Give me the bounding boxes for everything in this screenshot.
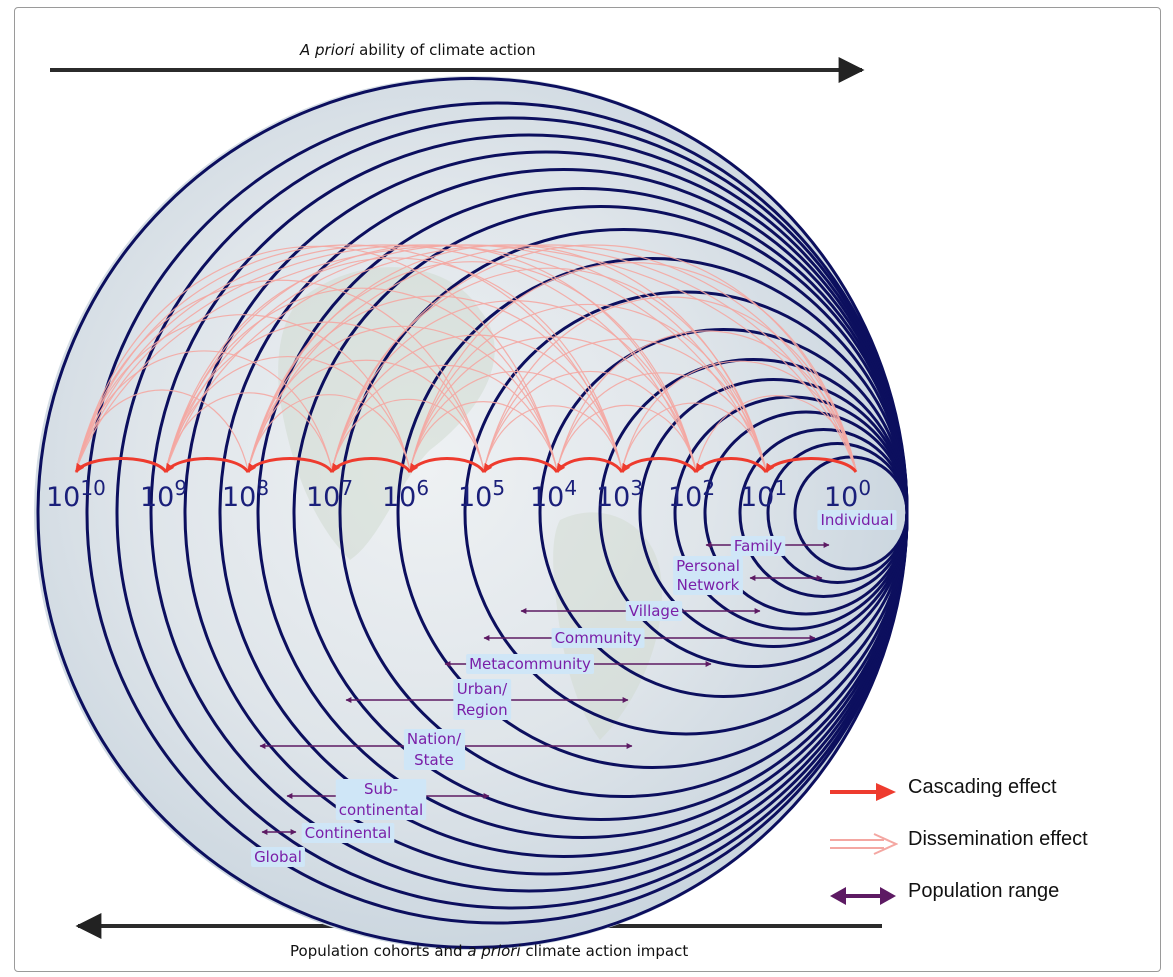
dissemination-arc <box>483 371 697 471</box>
scale-label: 107 <box>306 476 353 513</box>
cascading-arc <box>764 457 858 474</box>
cascading-arc <box>555 457 624 473</box>
svg-text:Village: Village <box>629 602 679 620</box>
dissemination-arc <box>621 402 767 471</box>
population-arrow-icon <box>830 887 896 905</box>
dissemination-arc <box>165 355 411 471</box>
svg-text:Metacommunity: Metacommunity <box>469 655 591 673</box>
svg-text:Community: Community <box>555 629 642 647</box>
dissemination-arc <box>247 295 623 471</box>
scale-label: 103 <box>596 476 643 513</box>
legend-cascading: Cascading effect <box>828 776 1158 828</box>
dissemination-arc <box>247 244 857 471</box>
dissemination-arc <box>483 338 767 471</box>
cascading-arc <box>694 457 768 473</box>
cascading-arc <box>482 457 559 473</box>
cohort-label: Sub-continental <box>335 779 427 820</box>
scale-label: 104 <box>530 476 577 513</box>
svg-text:Family: Family <box>734 537 782 555</box>
cascading-arc <box>408 457 486 473</box>
dissemination-arc <box>75 279 485 471</box>
dissemination-arc <box>75 244 623 471</box>
cascading-arc <box>620 457 698 473</box>
dissemination-arc <box>247 325 558 471</box>
dissemination-arc <box>556 330 857 471</box>
dissemination-arc <box>621 360 857 471</box>
legend-cascading-label: Cascading effect <box>908 776 1057 798</box>
dissemination-arc <box>247 394 411 471</box>
bottom-arrow-title: Population cohorts and a priori climate … <box>290 942 689 960</box>
svg-text:Continental: Continental <box>305 824 392 842</box>
cascading-arcs <box>74 457 858 474</box>
dissemination-arcs <box>75 244 857 471</box>
dissemination-arc <box>409 262 857 471</box>
dissemination-arc <box>331 398 485 471</box>
population-ranges: Individual Family Personal Network Village Co… <box>251 510 897 867</box>
continent-shading-2 <box>553 512 662 740</box>
cohort-label: Nation/State <box>403 729 466 770</box>
dissemination-arc <box>695 395 857 471</box>
figure-frame <box>14 7 1161 972</box>
dissemination-arc <box>165 257 623 471</box>
cascading-arc <box>164 457 250 473</box>
cascading-arc <box>330 457 412 473</box>
cohort-label: Urban/Region <box>453 679 512 720</box>
dissemination-arc <box>331 267 767 471</box>
cohort-label: Global <box>251 847 305 867</box>
cascading-arc <box>74 457 168 474</box>
dissemination-arc <box>75 314 411 471</box>
dissemination-arc <box>247 261 697 471</box>
top-arrow-title: A priori ability of climate action <box>300 41 536 59</box>
scale-label: 100 <box>824 476 871 513</box>
dissemination-arc <box>331 300 697 471</box>
cohort-label: Community <box>551 628 645 648</box>
legend-dissemination-label: Dissemination effect <box>908 828 1088 850</box>
dissemination-arc <box>409 336 697 471</box>
dissemination-arc <box>409 371 623 471</box>
dissemination-arc <box>331 244 857 471</box>
dissemination-arc <box>165 244 697 471</box>
cohort-label: Individual <box>817 510 897 530</box>
scale-label: 109 <box>140 476 187 513</box>
dissemination-arc <box>331 364 558 471</box>
cohort-circles <box>36 77 909 949</box>
svg-text:Individual: Individual <box>820 511 893 529</box>
dissemination-arc <box>556 372 767 471</box>
dissemination-arc <box>483 405 623 471</box>
dissemination-arrow-icon <box>830 833 898 855</box>
cohort-label: Personal Network <box>673 556 743 595</box>
dissemination-arc <box>556 404 697 471</box>
cohort-label: Continental <box>301 823 395 843</box>
dissemination-arc <box>165 321 485 471</box>
dissemination-arc <box>75 244 697 471</box>
dissemination-arc <box>409 304 767 471</box>
cohort-label: Village <box>625 601 683 621</box>
dissemination-arc <box>247 359 485 471</box>
cohort-label: Family <box>730 536 786 556</box>
svg-text:Sub-continental: Sub-continental <box>339 780 423 819</box>
svg-text:Urban/Region: Urban/Region <box>456 680 508 719</box>
cascading-arrow-icon <box>830 783 896 801</box>
scale-label: 106 <box>382 476 429 513</box>
scale-label: 105 <box>458 476 505 513</box>
scale-label: 108 <box>222 476 269 513</box>
legend: Cascading effect Dissemination effect Po… <box>828 776 1158 932</box>
cohort-label: Metacommunity <box>466 654 595 674</box>
scale-label: 1010 <box>46 476 106 513</box>
svg-text:Global: Global <box>254 848 302 866</box>
scale-labels: 1010 109 108 107 106 105 104 103 102 101 100 <box>46 476 871 513</box>
dissemination-arc <box>483 296 857 471</box>
legend-population: Population range <box>828 880 1158 932</box>
scale-label: 101 <box>740 476 787 513</box>
legend-dissemination: Dissemination effect <box>828 828 1158 880</box>
dissemination-arc <box>409 401 558 471</box>
cascading-arc <box>246 457 334 474</box>
svg-text:Nation/State: Nation/State <box>407 730 462 769</box>
legend-population-label: Population range <box>908 880 1060 902</box>
scale-label: 102 <box>668 476 715 513</box>
